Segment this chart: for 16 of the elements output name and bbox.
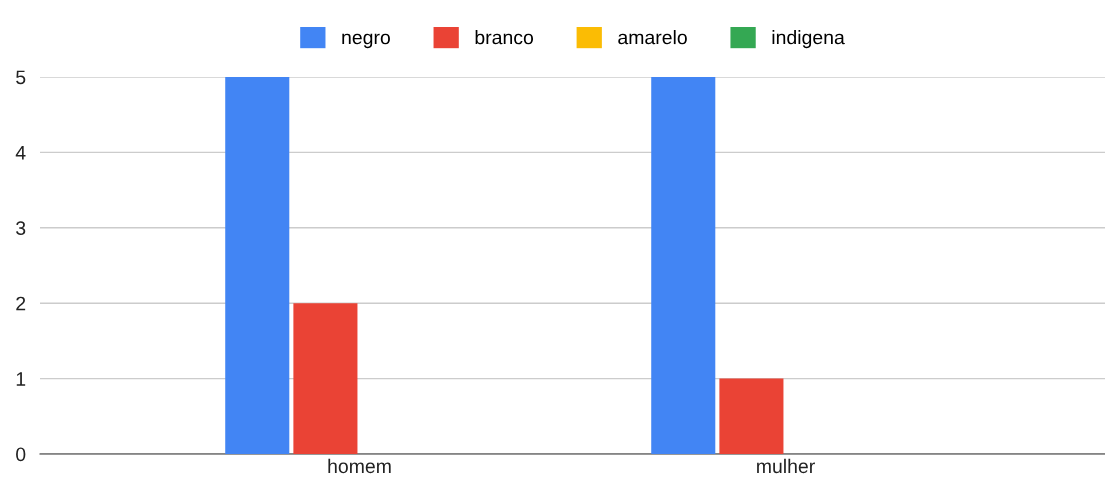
y-tick-label: 2 xyxy=(16,296,26,311)
y-tick-label: 4 xyxy=(15,146,26,160)
x-tick-label: mulher xyxy=(757,458,815,474)
y-tick-label: 3 xyxy=(16,221,26,236)
bar xyxy=(293,303,358,454)
legend-label: amarelo xyxy=(618,30,687,45)
legend-label: indigena xyxy=(772,30,845,49)
legend-label: negro xyxy=(342,33,390,49)
bar xyxy=(719,378,784,454)
x-tick-label: homem xyxy=(328,458,391,474)
y-tick-label: 0 xyxy=(16,447,26,462)
y-tick-label: 1 xyxy=(16,372,26,386)
bar xyxy=(225,77,290,454)
legend-label: branco xyxy=(475,30,534,45)
y-tick-label: 5 xyxy=(16,70,26,85)
bar xyxy=(651,77,716,454)
